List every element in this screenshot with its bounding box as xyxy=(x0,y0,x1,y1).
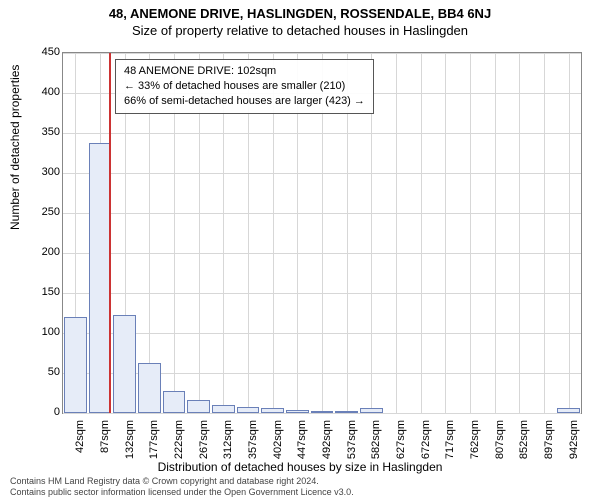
histogram-bar xyxy=(335,411,358,413)
x-tick-label: 492sqm xyxy=(321,420,333,462)
gridline-v xyxy=(569,53,570,413)
histogram-bar xyxy=(187,400,210,413)
y-axis-label: Number of detached properties xyxy=(8,65,22,230)
y-tick-label: 100 xyxy=(40,326,60,338)
x-tick-label: 312sqm xyxy=(222,420,234,462)
y-tick-label: 50 xyxy=(40,366,60,378)
gridline-v xyxy=(519,53,520,413)
y-tick-label: 150 xyxy=(40,286,60,298)
gridline-v xyxy=(470,53,471,413)
x-tick-label: 87sqm xyxy=(99,420,111,462)
x-axis-label: Distribution of detached houses by size … xyxy=(0,460,600,474)
x-tick-label: 357sqm xyxy=(247,420,259,462)
footer-attribution: Contains HM Land Registry data © Crown c… xyxy=(10,476,354,498)
x-tick-label: 627sqm xyxy=(395,420,407,462)
x-tick-label: 267sqm xyxy=(198,420,210,462)
y-tick-label: 450 xyxy=(40,46,60,58)
annotation-line1: 48 ANEMONE DRIVE: 102sqm xyxy=(124,64,365,79)
chart-subtitle: Size of property relative to detached ho… xyxy=(0,21,600,38)
histogram-bar xyxy=(163,391,186,413)
x-tick-label: 447sqm xyxy=(296,420,308,462)
x-tick-label: 762sqm xyxy=(469,420,481,462)
x-tick-label: 537sqm xyxy=(346,420,358,462)
y-tick-label: 200 xyxy=(40,246,60,258)
annotation-box: 48 ANEMONE DRIVE: 102sqm ← 33% of detach… xyxy=(115,59,374,114)
annotation-line2: ← 33% of detached houses are smaller (21… xyxy=(124,79,365,94)
histogram-bar xyxy=(360,408,383,413)
histogram-bar xyxy=(212,405,235,413)
footer-line1: Contains HM Land Registry data © Crown c… xyxy=(10,476,354,487)
x-tick-label: 942sqm xyxy=(568,420,580,462)
histogram-bar xyxy=(113,315,136,413)
highlight-marker xyxy=(109,53,111,413)
y-tick-label: 300 xyxy=(40,166,60,178)
x-tick-label: 132sqm xyxy=(124,420,136,462)
y-tick-label: 400 xyxy=(40,86,60,98)
chart-container: 48, ANEMONE DRIVE, HASLINGDEN, ROSSENDAL… xyxy=(0,0,600,500)
x-tick-label: 177sqm xyxy=(148,420,160,462)
histogram-bar xyxy=(138,363,161,413)
histogram-bar xyxy=(286,410,309,413)
y-tick-label: 0 xyxy=(40,406,60,418)
chart-title: 48, ANEMONE DRIVE, HASLINGDEN, ROSSENDAL… xyxy=(0,0,600,21)
x-tick-label: 42sqm xyxy=(74,420,86,462)
annotation-line3: 66% of semi-detached houses are larger (… xyxy=(124,94,365,109)
histogram-bar xyxy=(557,408,580,413)
x-tick-label: 897sqm xyxy=(543,420,555,462)
gridline-v xyxy=(396,53,397,413)
gridline-h xyxy=(63,413,581,414)
footer-line2: Contains public sector information licen… xyxy=(10,487,354,498)
histogram-bar xyxy=(237,407,260,413)
x-tick-label: 402sqm xyxy=(272,420,284,462)
gridline-v xyxy=(544,53,545,413)
y-tick-label: 250 xyxy=(40,206,60,218)
histogram-bar xyxy=(311,411,334,413)
x-tick-label: 672sqm xyxy=(420,420,432,462)
x-tick-label: 852sqm xyxy=(518,420,530,462)
x-tick-label: 717sqm xyxy=(444,420,456,462)
gridline-v xyxy=(421,53,422,413)
gridline-v xyxy=(445,53,446,413)
x-tick-label: 582sqm xyxy=(370,420,382,462)
y-tick-label: 350 xyxy=(40,126,60,138)
gridline-v xyxy=(495,53,496,413)
histogram-bar xyxy=(64,317,87,413)
chart-plot-area: 48 ANEMONE DRIVE: 102sqm ← 33% of detach… xyxy=(62,52,582,414)
x-tick-label: 222sqm xyxy=(173,420,185,462)
x-tick-label: 807sqm xyxy=(494,420,506,462)
histogram-bar xyxy=(261,408,284,413)
